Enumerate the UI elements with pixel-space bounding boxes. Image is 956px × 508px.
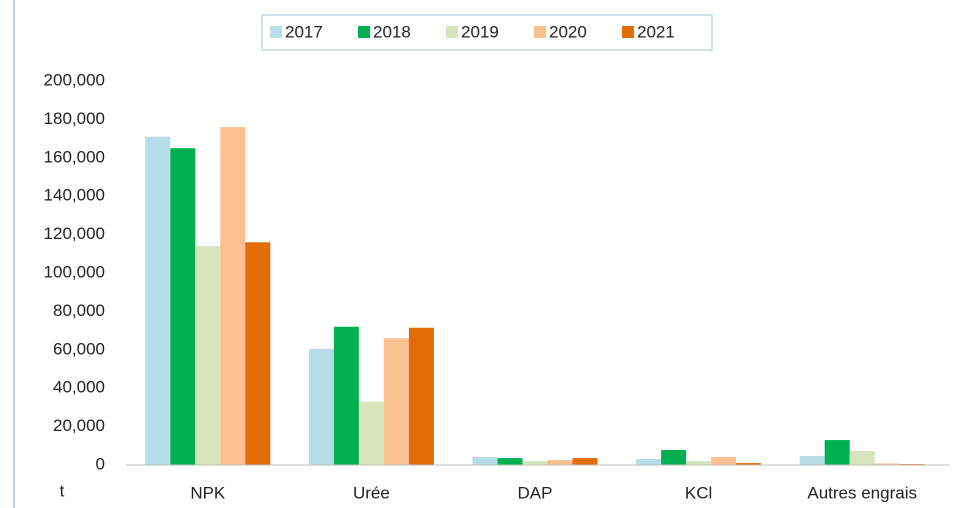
y-tick-label: 40,000: [53, 378, 105, 397]
y-tick-label: 120,000: [44, 224, 105, 243]
bar: [824, 440, 850, 465]
bar: [849, 450, 875, 465]
y-tick-label: 160,000: [44, 147, 105, 166]
legend-swatch: [358, 26, 370, 38]
bar: [245, 242, 271, 465]
y-tick-label: 60,000: [53, 339, 105, 358]
x-tick-label: NPK: [190, 483, 226, 502]
legend-label: 2020: [549, 22, 587, 41]
bar: [572, 458, 598, 465]
x-tick-label: DAP: [518, 483, 553, 502]
bar: [686, 460, 712, 465]
bar: [522, 460, 548, 465]
y-tick-label: 100,000: [44, 262, 105, 281]
bar: [711, 456, 737, 465]
bar: [333, 326, 359, 465]
x-tick-label: Urée: [353, 483, 390, 502]
bar: [799, 455, 825, 465]
legend-box: [261, 14, 713, 51]
legend-label: 2019: [461, 22, 499, 41]
y-tick-label: 140,000: [44, 186, 105, 205]
x-tick-label: Autres engrais: [807, 483, 917, 502]
legend-swatch: [534, 26, 546, 38]
legend-swatch: [622, 26, 634, 38]
legend-label: 2021: [637, 22, 675, 41]
bar: [636, 459, 662, 465]
legend-swatch: [446, 26, 458, 38]
legend-swatch: [270, 26, 282, 38]
bar: [408, 327, 434, 465]
y-tick-label: 80,000: [53, 301, 105, 320]
bar: [874, 463, 900, 465]
bar: [308, 348, 334, 465]
bar: [547, 460, 573, 465]
bar: [383, 338, 409, 465]
y-tick-label: 0: [96, 454, 105, 473]
bar: [220, 127, 246, 465]
bar: [661, 450, 687, 465]
bar: [358, 401, 384, 465]
legend-label: 2018: [373, 22, 411, 41]
y-tick-label: 20,000: [53, 416, 105, 435]
bar: [170, 148, 196, 465]
x-tick-label: KCl: [685, 483, 712, 502]
y-tick-label: 180,000: [44, 109, 105, 128]
bar: [195, 246, 221, 465]
bar: [736, 463, 762, 465]
y-axis-label: t: [60, 481, 65, 500]
bar: [472, 456, 498, 465]
y-tick-label: 200,000: [44, 70, 105, 89]
bar: [497, 458, 523, 465]
legend-label: 2017: [285, 22, 323, 41]
bar: [145, 136, 171, 465]
